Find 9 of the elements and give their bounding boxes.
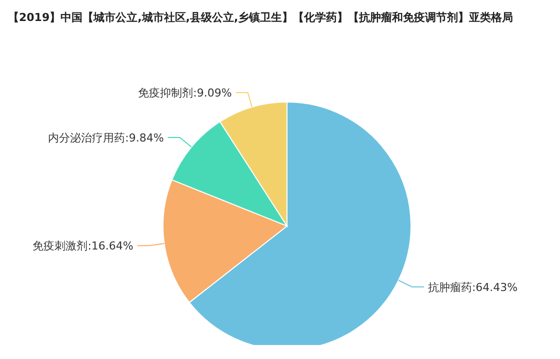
data-label: :9.84% — [125, 131, 164, 144]
data-label: :9.09% — [193, 86, 232, 100]
slice-label: 抗肿瘤药 — [428, 280, 472, 294]
slice-label: 免疫刺激剂 — [32, 240, 88, 253]
chart-title: 【2019】中国【城市公立,城市社区,县级公立,乡镇卫生】【化学药】【抗肿瘤和免疫调节剂】亚类格局 — [8, 10, 514, 25]
data-label: :64.43% — [472, 280, 518, 294]
slice-label: 内分泌治疗用药 — [48, 131, 126, 144]
slice-label: 免疫抑制剂 — [138, 86, 194, 100]
data-label: :16.64% — [88, 240, 134, 253]
